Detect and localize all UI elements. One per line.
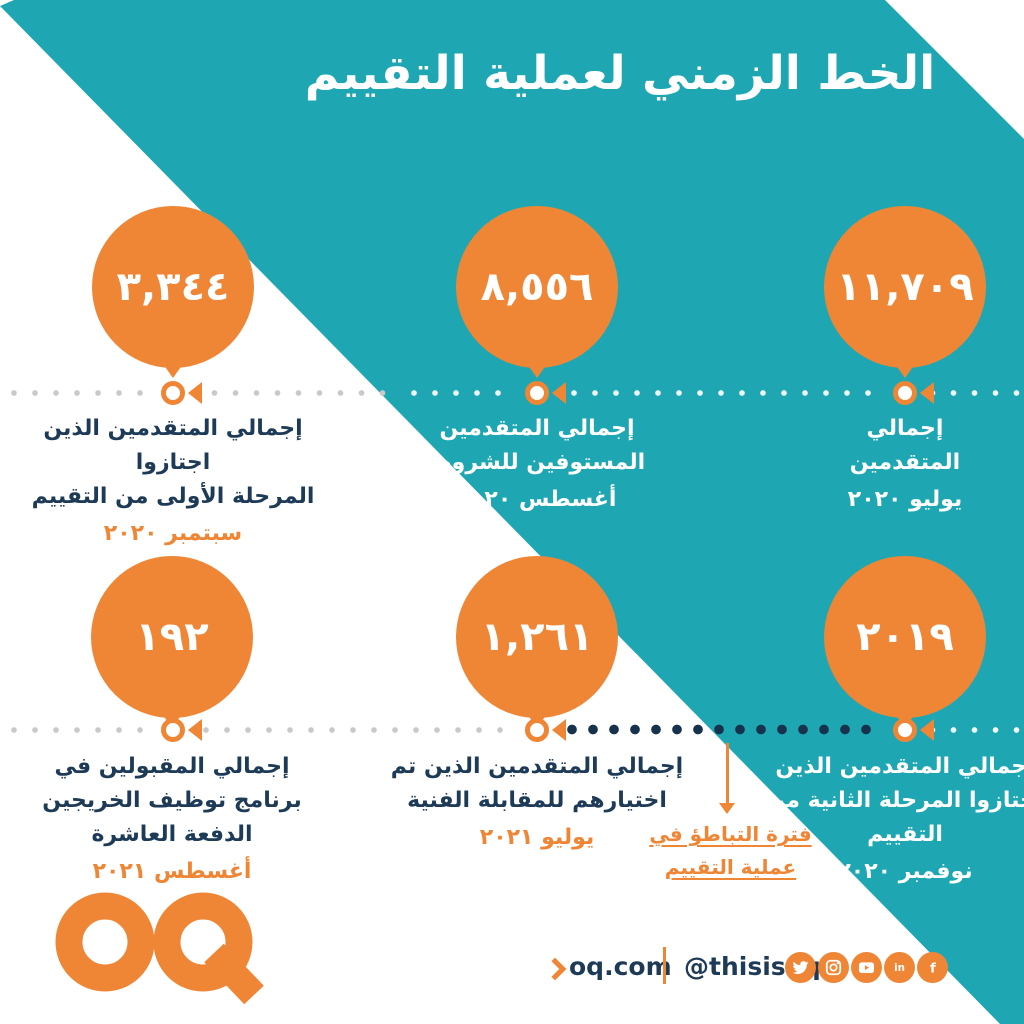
timeline-marker <box>525 381 549 405</box>
milestone-date: أغسطس ٢٠٢١ <box>92 859 252 884</box>
milestone-date: يوليو ٢٠٢١ <box>479 825 595 850</box>
marker-arrow-icon <box>188 719 202 741</box>
balloon-value: ١٩٢ <box>135 614 209 660</box>
milestone-label-first-stage: إجمالي المتقدمين الذين اجتازوا المرحلة ا… <box>3 412 343 551</box>
label-line: المرحلة الأولى من التقييم <box>31 484 315 509</box>
timeline-dots <box>4 726 150 734</box>
balloon-selected-interview: ١,٢٦١ <box>456 556 618 728</box>
instagram-icon[interactable] <box>818 952 849 983</box>
label-line: المتقدمين <box>849 450 961 475</box>
marker-arrow-icon <box>188 382 202 404</box>
label-line: إجمالي <box>866 416 944 441</box>
oq-logo <box>50 886 285 1015</box>
milestone-label-interview: إجمالي المتقدمين الذين تم اختيارهم للمقا… <box>367 750 707 855</box>
youtube-icon[interactable] <box>851 952 882 983</box>
balloon-passed-first-stage: ٣,٣٤٤ <box>92 206 254 378</box>
annotation-line: فترة التباطؤ في <box>649 822 812 846</box>
annotation-arrowhead-icon <box>719 803 735 814</box>
marker-arrow-icon <box>920 719 934 741</box>
balloon-eligible-applicants: ٨,٥٥٦ <box>456 206 618 378</box>
milestone-date: يوليو ٢٠٢٠ <box>847 487 963 512</box>
balloon-value: ١,٢٦١ <box>480 614 594 660</box>
timeline-marker <box>161 381 185 405</box>
timeline-marker <box>893 381 917 405</box>
timeline-dots <box>929 389 1020 397</box>
balloon-total-applicants: ١١,٧٠٩ <box>824 206 986 378</box>
milestone-label-accepted: إجمالي المقبولين في برنامج توظيف الخريجي… <box>2 750 342 889</box>
chevron-icon <box>543 957 567 981</box>
marker-arrow-icon <box>552 719 566 741</box>
footer-divider <box>663 947 666 984</box>
marker-arrow-icon <box>552 382 566 404</box>
timeline-dots <box>4 389 150 397</box>
timeline-dots <box>197 389 400 397</box>
milestone-label-second-stage: إجمالي المتقدمين الذين اجتازوا المرحلة ا… <box>735 750 1024 889</box>
timeline-dots <box>400 389 512 397</box>
milestone-date: سبتمبر ٢٠٢٠ <box>103 521 243 546</box>
twitter-icon[interactable] <box>785 952 816 983</box>
timeline-marker <box>525 718 549 742</box>
svg-text:f: f <box>930 961 936 976</box>
annotation-arrow-stem <box>726 743 729 805</box>
milestone-label-eligible: إجمالي المتقدمين المستوفين للشروط أغسطس … <box>367 412 707 517</box>
balloon-value: ٨,٥٥٦ <box>480 264 594 310</box>
label-line: التقييم <box>867 822 943 847</box>
label-line: إجمالي المقبولين في <box>54 754 290 779</box>
balloon-value: ٢٠١٩ <box>856 614 954 660</box>
annotation-slowdown-period: فترة التباطؤ في عملية التقييم <box>633 818 828 884</box>
annotation-line: عملية التقييم <box>664 855 797 879</box>
balloon-value: ١١,٧٠٩ <box>836 264 974 310</box>
label-line: برنامج توظيف الخريجين <box>42 788 302 813</box>
label-line: إجمالي المتقدمين الذين <box>775 754 1024 779</box>
label-line: اختيارهم للمقابلة الفنية <box>407 788 667 813</box>
label-line: المستوفين للشروط <box>428 450 646 475</box>
milestone-label-total-applicants: إجمالي المتقدمين يوليو ٢٠٢٠ <box>735 412 1024 517</box>
balloon-passed-second-stage: ٢٠١٩ <box>824 556 986 728</box>
website-link[interactable]: oq.com <box>569 952 672 981</box>
balloon-value: ٣,٣٤٤ <box>116 264 230 310</box>
timeline-marker <box>893 718 917 742</box>
social-icons: in f <box>785 952 948 983</box>
timeline-marker <box>161 718 185 742</box>
label-line: إجمالي المتقدمين الذين تم <box>390 754 684 779</box>
milestone-date: أغسطس ٢٠٢٠ <box>457 487 617 512</box>
balloon-accepted-graduates: ١٩٢ <box>91 556 253 728</box>
milestone-date: نوفمبر ٢٠٢٠ <box>837 859 973 884</box>
timeline-dots <box>197 726 509 734</box>
label-line: إجمالي المتقدمين الذين اجتازوا <box>43 416 303 475</box>
page-title: الخط الزمني لعملية التقييم <box>304 46 936 101</box>
svg-text:in: in <box>894 962 905 974</box>
label-line: اجتازوا المرحلة الثانية من <box>766 788 1024 813</box>
linkedin-icon[interactable]: in <box>884 952 915 983</box>
timeline-dots-slowdown <box>556 724 882 735</box>
label-line: إجمالي المتقدمين <box>439 416 635 441</box>
label-line: الدفعة العاشرة <box>91 822 253 847</box>
facebook-icon[interactable]: f <box>917 952 948 983</box>
timeline-dots <box>561 389 881 397</box>
timeline-dots <box>929 726 1020 734</box>
marker-arrow-icon <box>920 382 934 404</box>
